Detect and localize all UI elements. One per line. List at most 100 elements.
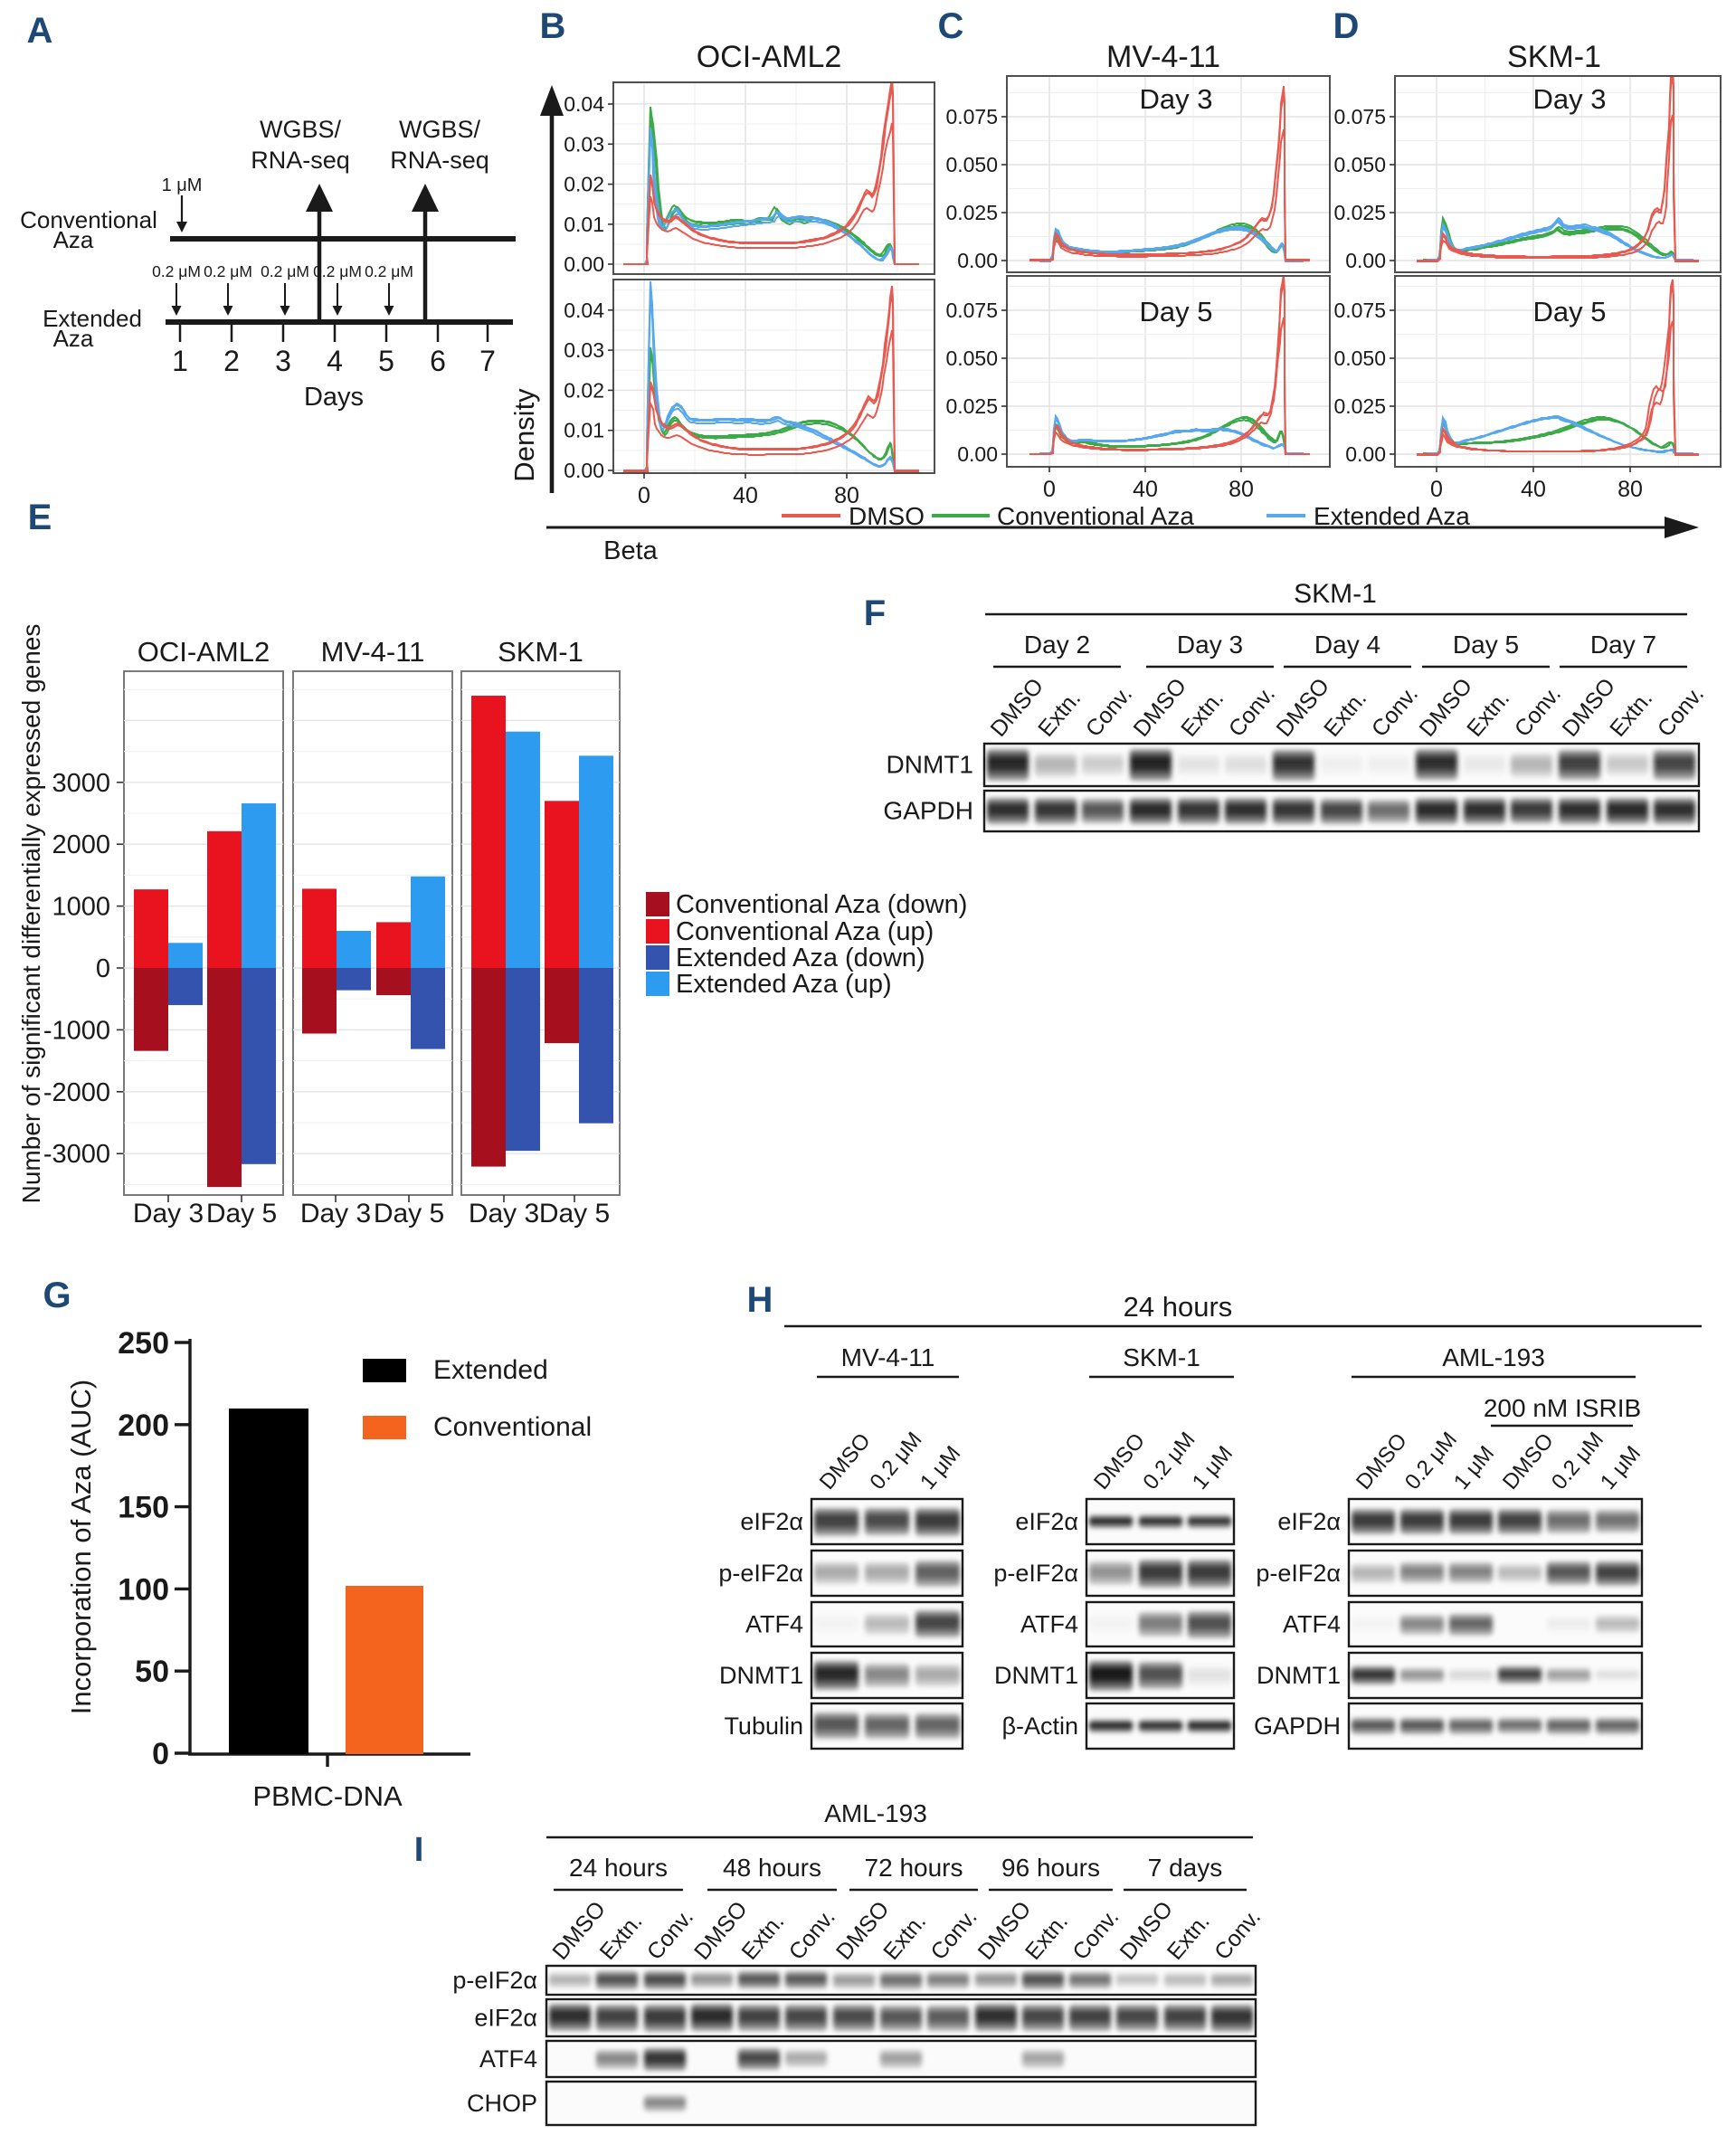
svg-text:0.2 μM: 0.2 μM [365, 262, 413, 280]
svg-text:0.050: 0.050 [945, 346, 998, 370]
svg-text:0: 0 [152, 1737, 169, 1771]
svg-text:0.02: 0.02 [564, 378, 604, 402]
svg-text:Number of significant differen: Number of significant differentially exp… [17, 624, 45, 1204]
svg-text:2: 2 [223, 345, 240, 377]
svg-text:0.2 μM: 0.2 μM [152, 262, 201, 280]
svg-text:5: 5 [378, 345, 394, 377]
svg-text:0.025: 0.025 [1333, 201, 1386, 224]
svg-text:40: 40 [733, 483, 758, 508]
svg-text:0.050: 0.050 [945, 153, 998, 176]
svg-text:0.03: 0.03 [564, 132, 604, 156]
svg-text:Day 5: Day 5 [1140, 296, 1213, 327]
svg-text:DNMT1: DNMT1 [887, 751, 973, 779]
svg-text:GAPDH: GAPDH [883, 797, 973, 825]
svg-text:Day 3: Day 3 [469, 1199, 539, 1229]
svg-text:I: I [414, 1831, 424, 1869]
svg-text:0.075: 0.075 [945, 299, 998, 322]
svg-text:eIF2α: eIF2α [740, 1508, 803, 1535]
svg-text:MV-4-11: MV-4-11 [841, 1343, 935, 1371]
svg-text:D: D [1333, 6, 1360, 46]
svg-text:Day 3: Day 3 [1140, 83, 1213, 115]
svg-text:0.2 μM: 0.2 μM [204, 262, 252, 280]
svg-text:Extended Aza: Extended Aza [1314, 502, 1470, 530]
svg-text:Day 5: Day 5 [206, 1199, 277, 1229]
svg-text:0.00: 0.00 [564, 459, 604, 482]
svg-text:B: B [540, 6, 566, 46]
svg-text:β-Actin: β-Actin [1001, 1712, 1078, 1740]
svg-text:0.00: 0.00 [1345, 442, 1386, 466]
svg-text:0.01: 0.01 [564, 419, 604, 442]
svg-text:p-eIF2α: p-eIF2α [1256, 1560, 1341, 1587]
svg-text:50: 50 [135, 1655, 169, 1689]
svg-text:Conventional Aza (down): Conventional Aza (down) [676, 890, 967, 919]
svg-text:250: 250 [118, 1326, 169, 1361]
svg-text:48 hours: 48 hours [723, 1854, 821, 1882]
svg-text:Day 2: Day 2 [1024, 631, 1090, 659]
svg-text:0.075: 0.075 [1333, 299, 1386, 322]
svg-text:-1000: -1000 [43, 1016, 110, 1045]
svg-text:40: 40 [1133, 477, 1158, 502]
svg-text:ATF4: ATF4 [1283, 1611, 1341, 1638]
svg-text:200: 200 [118, 1409, 169, 1443]
svg-text:0.2 μM: 0.2 μM [261, 262, 309, 280]
svg-text:p-eIF2α: p-eIF2α [452, 1967, 537, 1994]
svg-text:Conventional: Conventional [20, 206, 157, 233]
svg-text:ATF4: ATF4 [479, 2045, 537, 2073]
svg-text:H: H [747, 1280, 773, 1320]
svg-text:4: 4 [327, 345, 343, 377]
svg-text:WGBS/: WGBS/ [260, 116, 342, 143]
svg-text:6: 6 [430, 345, 446, 377]
svg-text:Days: Days [304, 383, 364, 412]
svg-text:Day 3: Day 3 [1177, 631, 1243, 659]
svg-text:Day 3: Day 3 [1533, 83, 1607, 115]
svg-text:72 hours: 72 hours [865, 1854, 963, 1882]
svg-text:Day 5: Day 5 [1533, 296, 1607, 327]
svg-text:Day 3: Day 3 [300, 1199, 371, 1229]
svg-text:0: 0 [1430, 477, 1443, 502]
svg-text:0.00: 0.00 [957, 442, 998, 466]
svg-text:Extended Aza (up): Extended Aza (up) [676, 970, 892, 999]
svg-text:RNA-seq: RNA-seq [251, 147, 350, 174]
svg-text:AML-193: AML-193 [824, 1799, 927, 1827]
svg-text:0.00: 0.00 [564, 252, 604, 276]
svg-text:Day 5: Day 5 [374, 1199, 444, 1229]
svg-text:0.050: 0.050 [1333, 153, 1386, 176]
svg-text:DMSO: DMSO [849, 502, 925, 530]
svg-text:0.025: 0.025 [1333, 394, 1386, 418]
svg-text:Day 4: Day 4 [1314, 631, 1380, 659]
svg-text:Density: Density [508, 388, 540, 482]
svg-text:Aza: Aza [53, 226, 94, 253]
svg-text:150: 150 [118, 1491, 169, 1525]
svg-text:MV-4-11: MV-4-11 [1106, 40, 1220, 74]
svg-text:1: 1 [172, 345, 188, 377]
svg-text:E: E [28, 498, 52, 537]
svg-text:SKM-1: SKM-1 [498, 636, 583, 668]
svg-text:Day 7: Day 7 [1590, 631, 1656, 659]
svg-text:0.075: 0.075 [945, 105, 998, 128]
svg-text:-3000: -3000 [43, 1140, 110, 1169]
svg-text:RNA-seq: RNA-seq [390, 147, 489, 174]
svg-text:CHOP: CHOP [467, 2090, 537, 2117]
svg-text:0: 0 [1043, 477, 1056, 502]
svg-text:AML-193: AML-193 [1442, 1343, 1545, 1371]
svg-text:G: G [43, 1276, 71, 1315]
svg-text:PBMC-DNA: PBMC-DNA [252, 1780, 403, 1812]
svg-text:0.025: 0.025 [945, 201, 998, 224]
svg-text:OCI-AML2: OCI-AML2 [138, 636, 270, 668]
svg-text:0.2 μM: 0.2 μM [313, 262, 362, 280]
svg-text:Extended Aza (down): Extended Aza (down) [676, 944, 925, 972]
svg-text:0.01: 0.01 [564, 213, 604, 236]
svg-text:0.00: 0.00 [1345, 249, 1386, 272]
svg-text:1 μM: 1 μM [162, 176, 203, 195]
svg-text:-2000: -2000 [43, 1078, 110, 1107]
svg-text:OCI-AML2: OCI-AML2 [697, 40, 842, 74]
svg-text:Beta: Beta [603, 536, 659, 565]
svg-text:0.04: 0.04 [564, 299, 604, 322]
svg-text:Conventional Aza (up): Conventional Aza (up) [676, 917, 934, 946]
svg-text:SKM-1: SKM-1 [1294, 579, 1377, 609]
svg-text:0.050: 0.050 [1333, 346, 1386, 370]
svg-text:ATF4: ATF4 [1020, 1611, 1078, 1638]
svg-text:0.03: 0.03 [564, 338, 604, 362]
svg-text:80: 80 [1617, 477, 1643, 502]
svg-text:0.02: 0.02 [564, 173, 604, 196]
